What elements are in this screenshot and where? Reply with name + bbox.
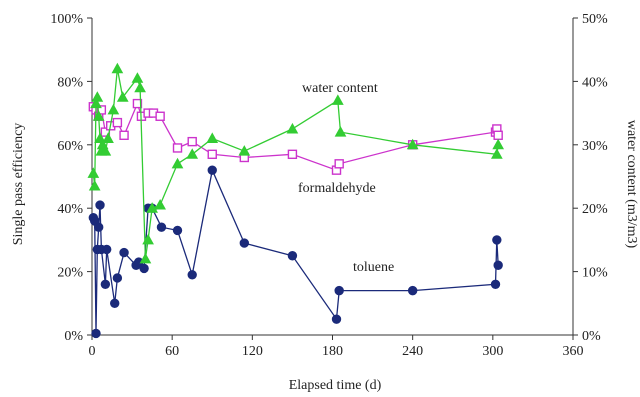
series-layer [87,62,505,339]
data-point [334,285,344,296]
label-water-content: water content [302,81,378,96]
y2-tick-label: 50% [582,12,608,27]
data-point [334,126,347,137]
data-point [146,202,158,213]
data-point [238,145,251,156]
data-point [331,94,344,105]
series-toluene [88,165,503,339]
data-point [142,233,154,245]
data-point [111,62,124,74]
data-point [187,270,197,280]
y-tick-label: 80% [57,75,83,90]
data-point [87,167,100,178]
data-point [92,110,105,121]
data-point [139,263,149,274]
data-point [119,247,129,258]
y-tick-label: 0% [64,329,83,344]
data-point [287,251,298,261]
y2-axis-title: water content (m3/m3) [624,120,639,249]
data-point [172,143,183,153]
data-point [112,273,123,283]
data-point [96,105,107,115]
data-point [186,148,199,159]
y-axis-title: Single pass efficiency [11,123,26,246]
data-point [134,81,146,93]
y2-tick-label: 40% [582,75,608,90]
data-point [207,149,217,160]
x-tick-label: 120 [242,344,263,359]
data-point [119,130,129,140]
x-axis-title: Elapsed time (d) [289,378,382,393]
data-point [286,122,299,134]
x-tick-label: 360 [563,344,584,359]
series-line [92,168,499,334]
data-point [112,117,123,128]
data-point [99,145,112,156]
data-point [131,72,144,83]
data-point [110,298,120,308]
y2-tick-label: 10% [582,266,608,281]
data-point [132,98,143,109]
data-point [107,103,120,115]
data-point [95,200,105,210]
data-point [156,222,167,232]
data-point [492,235,502,245]
data-point [101,244,112,255]
y-tick-label: 20% [57,266,83,281]
data-point [490,148,503,159]
data-point [331,314,342,324]
data-point [91,328,101,339]
series-water-content [87,62,505,264]
series-line [92,68,499,259]
data-point [187,136,197,147]
data-point [102,132,114,143]
data-point [239,238,250,248]
data-point [334,159,344,169]
x-tick-label: 0 [89,344,96,359]
y-tick-label: 60% [57,139,83,154]
data-point [287,149,298,160]
data-point [407,285,418,296]
data-point [493,130,503,140]
data-point [206,132,219,143]
y2-tick-label: 0% [582,329,601,344]
data-point [90,97,102,109]
y-tick-label: 100% [50,12,83,27]
data-point [139,252,152,264]
y2-tick-label: 20% [582,202,608,217]
y2-tick-label: 30% [582,139,608,154]
label-formaldehyde: formaldehyde [298,181,376,196]
axes-group: 0 60 120 180 240 300 3600%20%40%60%80%100%0%10… [50,12,608,359]
data-point [171,157,184,169]
data-point [154,199,166,210]
data-point [490,279,501,289]
data-point [155,111,165,121]
series-formaldehyde [88,98,503,175]
x-tick-label: 240 [402,344,423,359]
data-point [100,279,111,289]
data-point [88,179,101,191]
x-tick-label: 60 [165,344,179,359]
data-point [207,165,217,175]
data-point [493,260,503,270]
y-tick-label: 40% [57,202,83,217]
x-tick-label: 180 [322,344,343,359]
label-toluene: toluene [353,260,394,275]
data-point [492,138,505,150]
data-point [172,225,183,236]
data-point [91,91,104,102]
x-tick-label: 300 [482,344,503,359]
data-point [93,222,104,232]
data-point [406,138,419,150]
data-point [116,91,129,102]
